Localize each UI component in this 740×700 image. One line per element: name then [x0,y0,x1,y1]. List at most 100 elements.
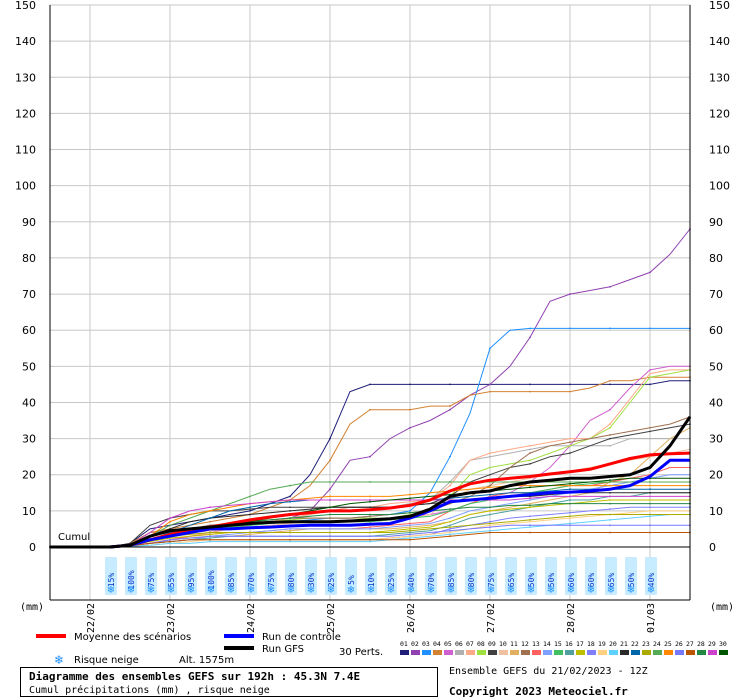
snow-risk-item: 30%❄ [305,557,317,596]
member-point [369,506,371,509]
snowflake-icon: ❄ [187,585,195,596]
legend-member-swatch [598,650,607,655]
y-tick-label-left: 40 [22,396,36,409]
y-tick-label-left: 130 [15,71,36,84]
member-point [649,488,651,491]
snow-risk-item: 5%❄ [345,557,357,596]
snowflake-icon: ❄ [607,585,615,596]
legend-member-number: 07 [466,640,474,648]
run-info: Ensemble GEFS du 21/02/2023 - 12Z [449,666,648,677]
member-point [289,535,291,538]
member-point [209,538,211,541]
legend-member-number: 01 [400,640,408,648]
legend-member-swatch [653,650,662,655]
member-point [249,513,251,516]
legend-member-swatch [455,650,464,655]
member-point [569,452,571,454]
snow-risk-percent: 60% [567,573,576,588]
legend-member-number: 15 [554,640,562,648]
snow-risk-bg [305,557,317,595]
member-point [609,426,611,429]
member-point [329,506,331,509]
member-point [449,531,451,534]
member-point [289,509,291,512]
legend-member-number: 09 [488,640,496,648]
snow-risk-item: 75%❄ [265,557,277,596]
snow-risk-bg [265,557,277,595]
member-point [649,515,651,518]
member-point [209,517,211,519]
y-tick-label-left: 60 [22,324,36,337]
member-point [529,462,531,465]
legend-member-number: 30 [719,640,727,648]
snow-risk-bg [585,557,597,595]
member-point [369,499,371,501]
member-point [649,426,651,429]
member-point [649,327,651,330]
y-tick-label-left: 50 [22,360,36,373]
member-point [609,484,611,487]
member-point [169,540,171,543]
member-point [289,517,291,519]
member-point [409,531,411,534]
member-point [329,459,331,462]
snowflake-icon: ❄ [207,585,215,596]
snow-risk-bg [645,557,657,595]
member-point [649,513,651,516]
member-point [209,506,211,509]
member-point [649,509,651,512]
member-point [489,506,491,509]
snowflake-icon: ❄ [347,585,355,596]
member-point [209,520,211,523]
snowflake-icon: ❄ [327,585,335,596]
member-point [209,533,211,536]
snow-risk-item: 85%❄ [225,557,237,596]
y-tick-label-right: 100 [709,180,730,193]
member-point [569,488,571,491]
snow-risk-bg [425,557,437,595]
member-point [529,448,531,451]
member-point [569,502,571,505]
snow-risk-bg [285,557,297,595]
member-point [489,529,491,532]
member-point [609,379,611,382]
member-point [289,528,291,530]
chart-axes [49,5,691,601]
legend-gfs-label: Run GFS [262,644,304,655]
member-point [489,522,491,525]
x-tick-label: 26/02 [406,603,417,633]
snow-risk-bg [545,557,557,595]
legend-member-swatch [521,650,530,655]
member-point [409,481,411,483]
snowflake-icon: ❄ [107,585,115,596]
member-point [249,502,251,505]
member-point [609,444,611,447]
member-point [209,531,211,534]
snowflake-icon: ❄ [627,585,635,596]
member-point [249,533,251,536]
member-point [249,509,251,512]
snow-risk-item: 100%❄ [205,557,217,596]
legend-member-swatch [664,650,673,655]
member-point [489,484,491,487]
member-point [409,524,411,527]
member-point [489,347,491,350]
member-point [569,327,571,330]
member-point [369,513,371,516]
snow-risk-bg [165,557,177,595]
member-point [449,484,451,487]
member-point [289,499,291,501]
y-tick-label-right: 60 [709,324,723,337]
y-unit-right: (mm) [710,602,734,613]
snowflake-icon: ❄ [487,585,495,596]
member-point [329,437,331,440]
snowflake-icon: ❄ [507,585,515,596]
snow-risk-percent: 75% [267,573,276,588]
snowflake-icon: ❄ [467,585,475,596]
member-point [569,437,571,440]
snowflake-icon: ❄ [647,585,655,596]
y-tick-label-right: 110 [709,144,730,157]
member-point [329,513,331,516]
legend-member-number: 18 [587,640,595,648]
